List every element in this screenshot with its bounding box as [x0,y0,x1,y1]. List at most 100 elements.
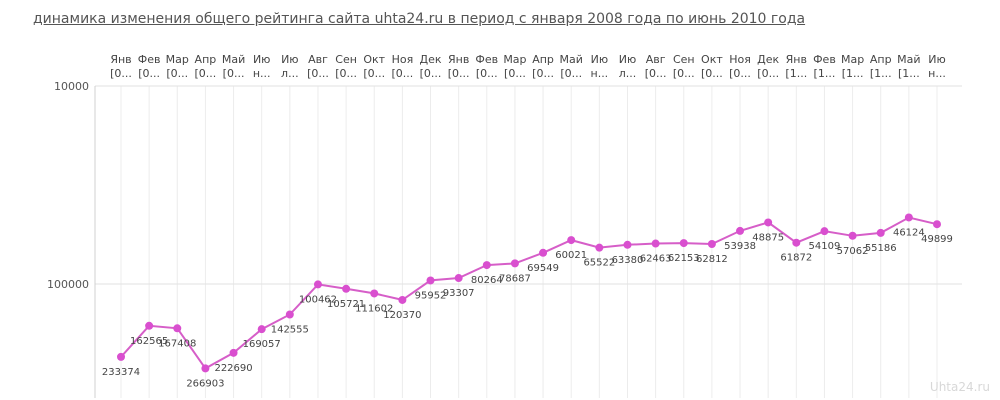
x-tick-sublabel: [0... [729,67,751,80]
data-point [933,220,941,229]
data-point [679,239,688,248]
data-point [792,238,801,247]
data-label: 93307 [443,288,475,299]
x-tick-sublabel: н... [591,67,609,80]
data-point [173,324,182,333]
data-point [257,325,266,334]
x-tick-label: Фев [475,53,498,66]
x-tick-sublabel: [0... [420,67,442,80]
data-point [482,261,491,270]
data-point [229,348,238,357]
data-label: 100462 [299,294,337,305]
data-label: 233374 [102,367,140,378]
x-tick-sublabel: [0... [335,67,357,80]
x-tick-sublabel: [0... [448,67,470,80]
data-label: 57062 [837,246,869,257]
data-label: 65522 [583,258,615,269]
data-label: 266903 [186,378,224,389]
x-tick-label: Окт [701,53,723,66]
x-tick-sublabel: [0... [560,67,582,80]
x-tick-label: Авг [308,53,328,66]
x-tick-sublabel: [0... [166,67,188,80]
data-point [426,276,435,285]
data-point [820,227,829,236]
data-label: 111602 [355,303,393,314]
data-label: 48875 [752,232,784,243]
data-point [567,236,576,245]
x-tick-label: Янв [786,53,807,66]
x-tick-label: Май [222,53,245,66]
x-tick-label: Фев [813,53,836,66]
data-point [454,274,463,283]
x-tick-sublabel: л... [281,67,299,80]
data-label: 162565 [130,336,168,347]
x-tick-sublabel: [0... [223,67,245,80]
x-tick-sublabel: л... [619,67,637,80]
x-tick-sublabel: [1... [870,67,892,80]
data-label: 120370 [383,310,421,321]
x-tick-sublabel: н... [253,67,271,80]
x-tick-label: Сен [673,53,695,66]
data-label: 63380 [612,255,644,266]
data-label: 142555 [271,324,309,335]
x-tick-sublabel: [0... [701,67,723,80]
x-tick-label: Янв [110,53,131,66]
x-tick-label: Фев [138,53,161,66]
x-tick-label: Окт [363,53,385,66]
x-tick-sublabel: [0... [195,67,217,80]
x-tick-sublabel: [1... [842,67,864,80]
data-label: 55186 [865,243,897,254]
data-point [201,364,210,373]
x-tick-label: Ию [281,53,299,66]
y-tick-label: 10000 [54,80,89,93]
data-label: 53938 [724,241,756,252]
data-point [623,240,632,249]
data-label: 80264 [471,275,503,286]
data-point [876,228,885,237]
x-tick-label: Ию [253,53,271,66]
x-tick-label: Ноя [392,53,414,66]
x-tick-sublabel: [0... [476,67,498,80]
x-tick-sublabel: [0... [138,67,160,80]
x-tick-label: Апр [195,53,217,66]
x-tick-label: Мар [503,53,526,66]
data-label: 62153 [668,253,700,264]
x-tick-sublabel: [1... [898,67,920,80]
x-tick-label: Дек [757,53,779,66]
data-label: 61872 [780,253,812,264]
data-point [848,231,857,240]
x-tick-sublabel: [0... [532,67,554,80]
data-point [370,289,379,298]
y-tick-label: 100000 [47,278,89,291]
data-point [117,352,125,361]
data-point [313,280,322,289]
x-tick-label: Мар [841,53,864,66]
x-tick-sublabel: [0... [645,67,667,80]
x-tick-sublabel: [1... [814,67,836,80]
data-label: 46124 [893,227,925,238]
x-tick-sublabel: [0... [391,67,413,80]
data-label: 105721 [327,299,365,310]
x-tick-sublabel: [0... [307,67,329,80]
x-tick-sublabel: [0... [757,67,779,80]
data-point [145,321,154,330]
x-tick-label: Ноя [729,53,751,66]
data-point [342,284,351,293]
x-tick-label: Авг [646,53,666,66]
x-tick-label: Апр [532,53,554,66]
data-label: 167408 [158,338,196,349]
x-tick-sublabel: [0... [110,67,132,80]
x-tick-sublabel: [0... [673,67,695,80]
x-tick-label: Апр [870,53,892,66]
data-point [510,259,519,268]
data-point [285,310,294,319]
x-tick-label: Ию [928,53,946,66]
data-point [398,295,407,304]
data-label: 78687 [499,273,531,284]
x-tick-label: Сен [335,53,357,66]
x-tick-sublabel: [1... [785,67,807,80]
data-point [651,239,660,248]
x-tick-sublabel: н... [928,67,946,80]
data-label: 69549 [527,263,559,274]
